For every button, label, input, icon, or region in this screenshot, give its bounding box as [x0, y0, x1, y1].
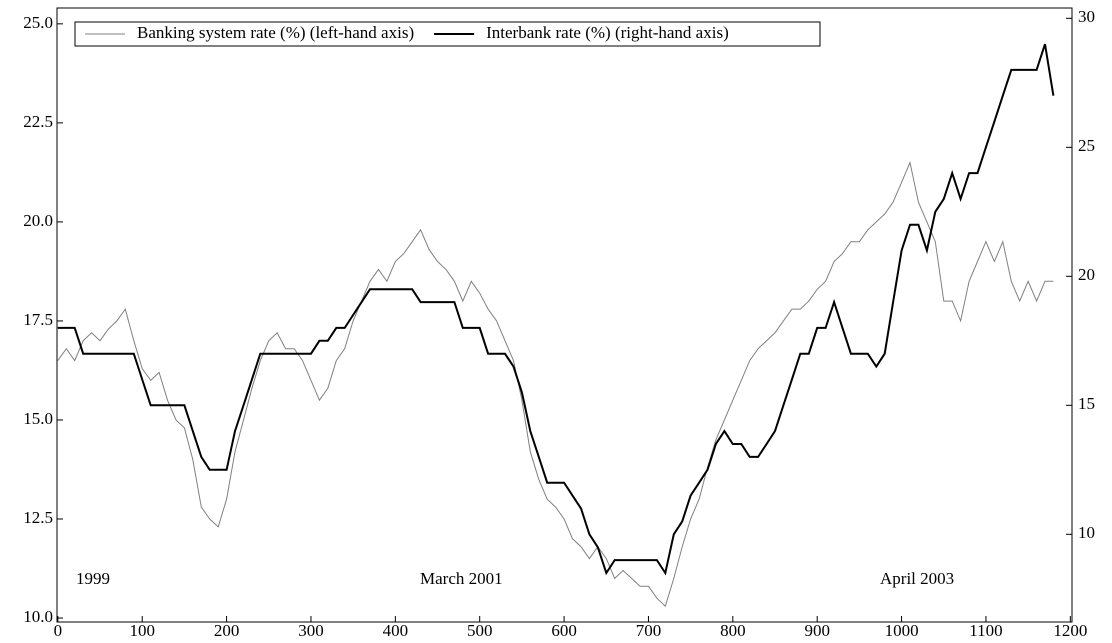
- y2-tick-label: 15: [1078, 394, 1095, 413]
- x-tick-label: 1200: [1053, 621, 1087, 638]
- y-tick-label: 17.5: [23, 310, 53, 329]
- x-tick-label: 0: [54, 621, 63, 638]
- x-tick-label: 500: [467, 621, 493, 638]
- x-tick-label: 300: [298, 621, 324, 638]
- x-tick-label: 800: [720, 621, 746, 638]
- y-tick-label: 20.0: [23, 211, 53, 230]
- y-tick-label: 10.0: [23, 607, 53, 626]
- y-tick-label: 22.5: [23, 112, 53, 131]
- x-tick-label: 200: [214, 621, 240, 638]
- legend-label: Banking system rate (%) (left-hand axis): [137, 23, 414, 42]
- x-tick-label: 700: [636, 621, 662, 638]
- y2-tick-label: 10: [1078, 523, 1095, 542]
- annotation: April 2003: [880, 569, 954, 588]
- legend-label: Interbank rate (%) (right-hand axis): [486, 23, 729, 42]
- x-tick-label: 900: [804, 621, 830, 638]
- y2-tick-label: 30: [1078, 7, 1095, 26]
- x-tick-label: 1000: [885, 621, 919, 638]
- y-tick-label: 25.0: [23, 13, 53, 32]
- y-tick-label: 12.5: [23, 508, 53, 527]
- x-tick-label: 400: [383, 621, 409, 638]
- y2-tick-label: 20: [1078, 265, 1095, 284]
- y-tick-label: 15.0: [23, 409, 53, 428]
- x-tick-label: 600: [551, 621, 577, 638]
- y2-tick-label: 25: [1078, 136, 1095, 155]
- annotation: March 2001: [420, 569, 503, 588]
- annotation: 1999: [76, 569, 110, 588]
- x-tick-label: 1100: [969, 621, 1002, 638]
- series-line: [57, 160, 1054, 608]
- plot-frame: [56, 7, 1073, 623]
- x-tick-label: 100: [129, 621, 155, 638]
- series-line: [57, 43, 1055, 576]
